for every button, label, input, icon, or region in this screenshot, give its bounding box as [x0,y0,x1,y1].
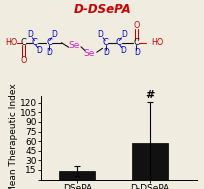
Bar [59,171,95,180]
Text: D: D [133,48,139,57]
Text: D: D [27,30,32,39]
Text: C: C [21,38,26,47]
Text: O: O [20,56,27,65]
Text: HO: HO [5,38,17,47]
Text: C: C [133,38,139,47]
Text: C: C [102,38,108,47]
Text: D: D [97,30,103,39]
Text: Se: Se [68,40,79,50]
Text: D: D [121,30,126,39]
Text: D: D [47,48,52,57]
Text: D: D [51,30,57,39]
Text: C: C [32,38,38,47]
Bar [131,143,167,180]
Text: HO: HO [151,38,163,47]
Text: O: O [132,21,139,30]
Text: C: C [46,38,52,47]
Text: D: D [103,48,108,57]
Text: D: D [36,46,42,55]
Y-axis label: Mean Therapeutic Index: Mean Therapeutic Index [9,83,18,189]
Text: Se: Se [83,49,94,58]
Text: D-DSePA: D-DSePA [73,3,131,16]
Text: D: D [120,46,126,55]
Text: #: # [144,90,154,100]
Text: C: C [115,38,121,47]
